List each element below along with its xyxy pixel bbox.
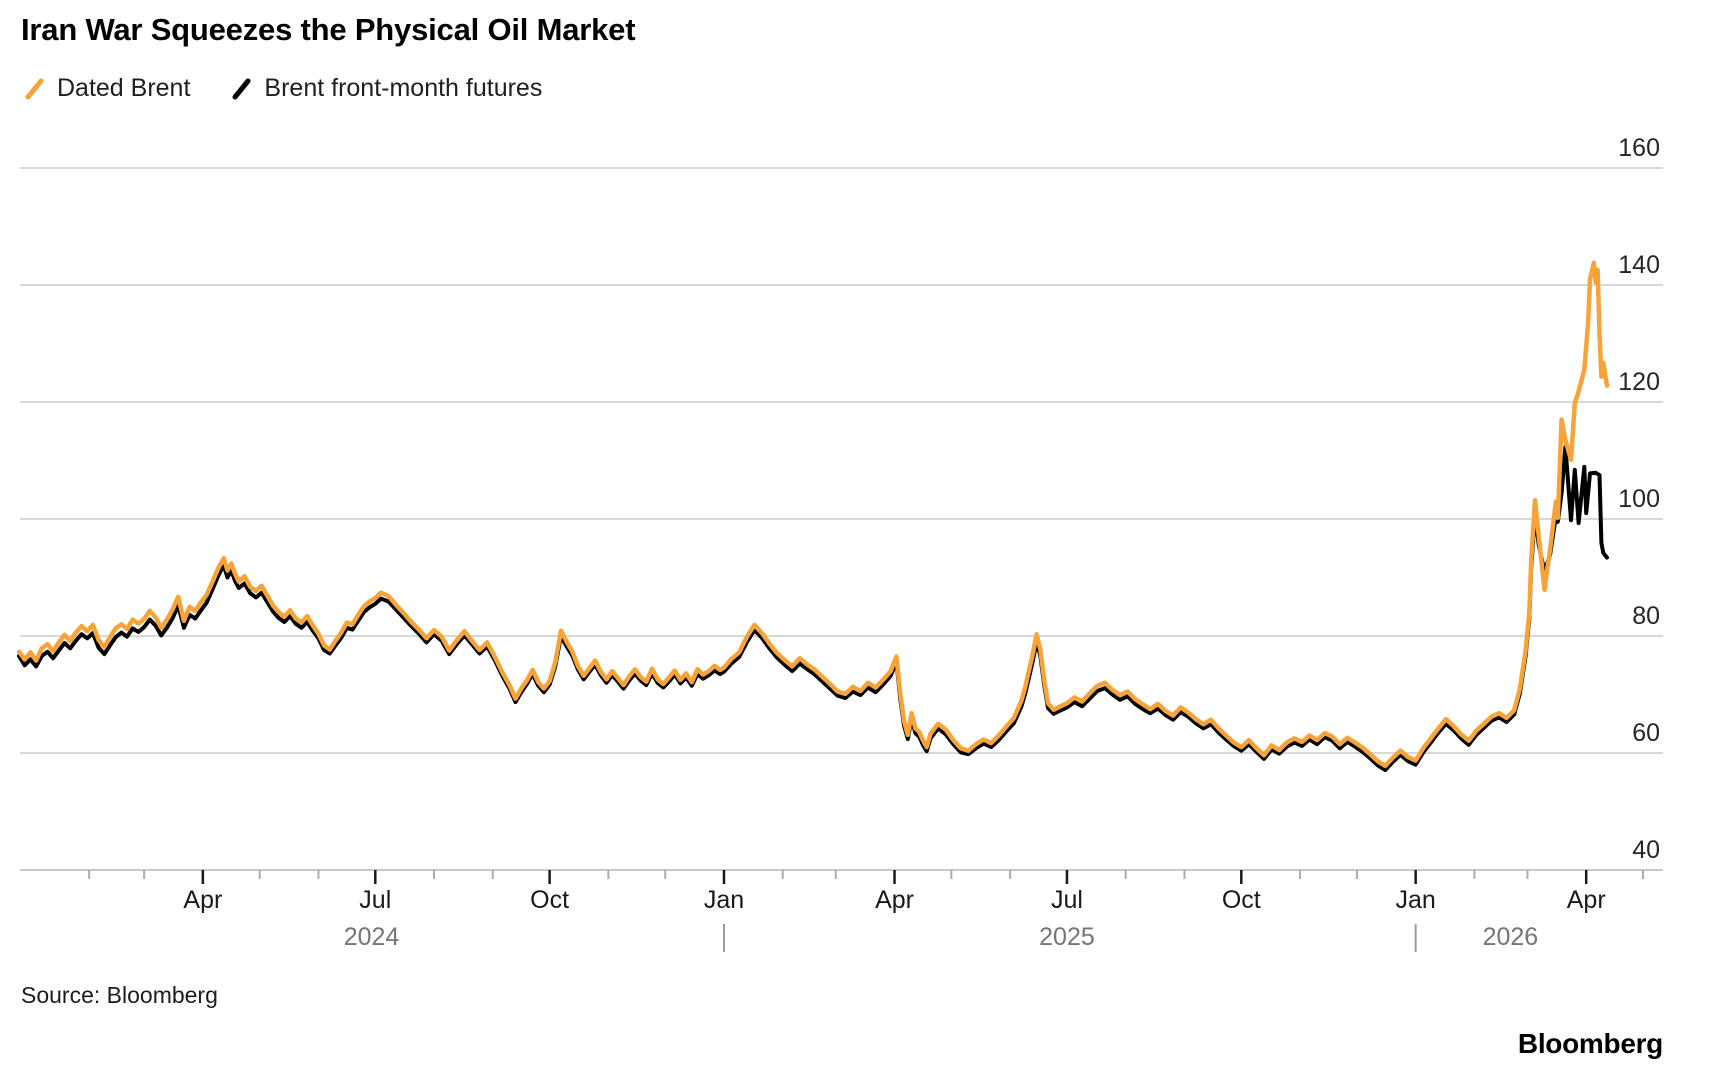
- x-axis-month-label: Jan: [704, 886, 744, 914]
- x-axis-month-label: Oct: [530, 886, 569, 914]
- x-axis-month-label: Jul: [1051, 886, 1083, 914]
- legend-slash-icon-futures: [232, 78, 251, 99]
- y-axis-label-160: 160: [1618, 134, 1660, 162]
- x-axis-year-label-2025: 2025: [1039, 923, 1095, 951]
- y-axis-label-100: 100: [1618, 485, 1660, 513]
- legend-label-futures: Brent front-month futures: [264, 74, 543, 102]
- x-axis-year-label-2024: 2024: [344, 923, 400, 951]
- legend-item-dated-brent: Dated Brent: [23, 74, 190, 103]
- legend-slash-icon-dated-brent: [25, 78, 44, 99]
- y-axis-label-60: 60: [1632, 719, 1660, 747]
- x-axis-month-label: Apr: [875, 886, 914, 914]
- x-axis-month-label: Apr: [183, 886, 222, 914]
- legend-label-dated-brent: Dated Brent: [57, 74, 191, 102]
- x-axis-month-label: Apr: [1567, 886, 1606, 914]
- series-line-dated-brent: [16, 260, 1610, 769]
- x-axis-year-label-2026: 2026: [1483, 923, 1539, 951]
- x-axis-month-label: Oct: [1222, 886, 1261, 914]
- y-axis-label-140: 140: [1618, 251, 1660, 279]
- legend: Dated Brent Brent front-month futures: [23, 74, 542, 103]
- legend-item-futures: Brent front-month futures: [230, 74, 542, 103]
- y-axis-label-40: 40: [1632, 836, 1660, 864]
- y-axis-label-120: 120: [1618, 368, 1660, 396]
- bloomberg-logo: Bloomberg: [1517, 1028, 1663, 1059]
- y-axis-label-80: 80: [1632, 602, 1660, 630]
- x-axis-month-label: Jul: [359, 886, 391, 914]
- chart-title: Iran War Squeezes the Physical Oil Marke…: [21, 12, 636, 47]
- x-axis-month-label: Jan: [1395, 886, 1435, 914]
- series-line-brent-front-month-futures: [17, 445, 1609, 772]
- source-note: Source: Bloomberg: [21, 982, 218, 1008]
